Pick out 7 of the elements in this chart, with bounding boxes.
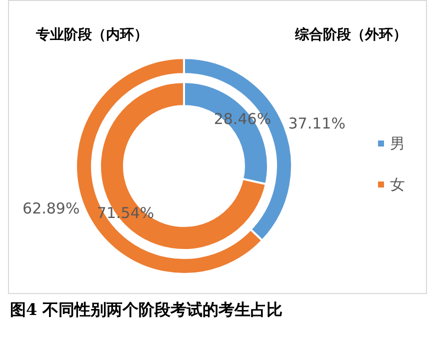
data-label: 62.89%	[22, 200, 80, 218]
data-label: 37.11%	[288, 114, 346, 132]
legend-label: 女	[390, 176, 405, 194]
legend-label: 男	[390, 134, 405, 152]
text: 综合阶段（外环）	[294, 26, 407, 43]
text: 图4 不同性别两个阶段考试的考生占比	[9, 300, 284, 321]
text: 专业阶段（内环）	[35, 26, 148, 43]
